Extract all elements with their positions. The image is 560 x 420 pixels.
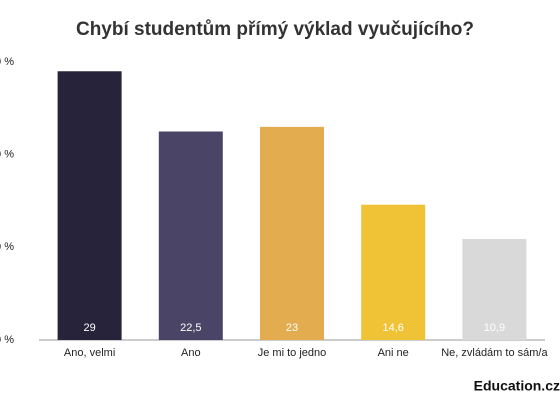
bar <box>158 131 223 340</box>
x-tick-label: Ani ne <box>378 347 409 359</box>
bar <box>260 126 324 340</box>
y-tick-label: 0 % <box>0 334 14 346</box>
y-tick-label: 30 % <box>0 56 14 68</box>
bar <box>462 238 527 340</box>
x-tick-label: Ne, zvládám to sám/a <box>441 347 548 359</box>
value-label: 14,6 <box>382 322 403 334</box>
x-tick-label: Ano <box>181 347 201 359</box>
brand-logo: Education.cz <box>474 378 560 394</box>
value-label: 23 <box>286 322 298 334</box>
value-label: 22,5 <box>180 322 201 334</box>
value-label: 10,9 <box>484 322 505 334</box>
y-tick-label: 10 % <box>0 241 14 253</box>
x-tick-label: Ano, velmi <box>64 347 115 359</box>
value-label: 29 <box>83 322 95 334</box>
y-tick-label: 20 % <box>0 149 14 161</box>
chart-title: Chybí studentům přímý výklad vyučujícího… <box>76 19 474 40</box>
bar <box>361 204 426 340</box>
x-tick-label: Je mi to jedno <box>258 347 326 359</box>
bar <box>57 71 122 341</box>
